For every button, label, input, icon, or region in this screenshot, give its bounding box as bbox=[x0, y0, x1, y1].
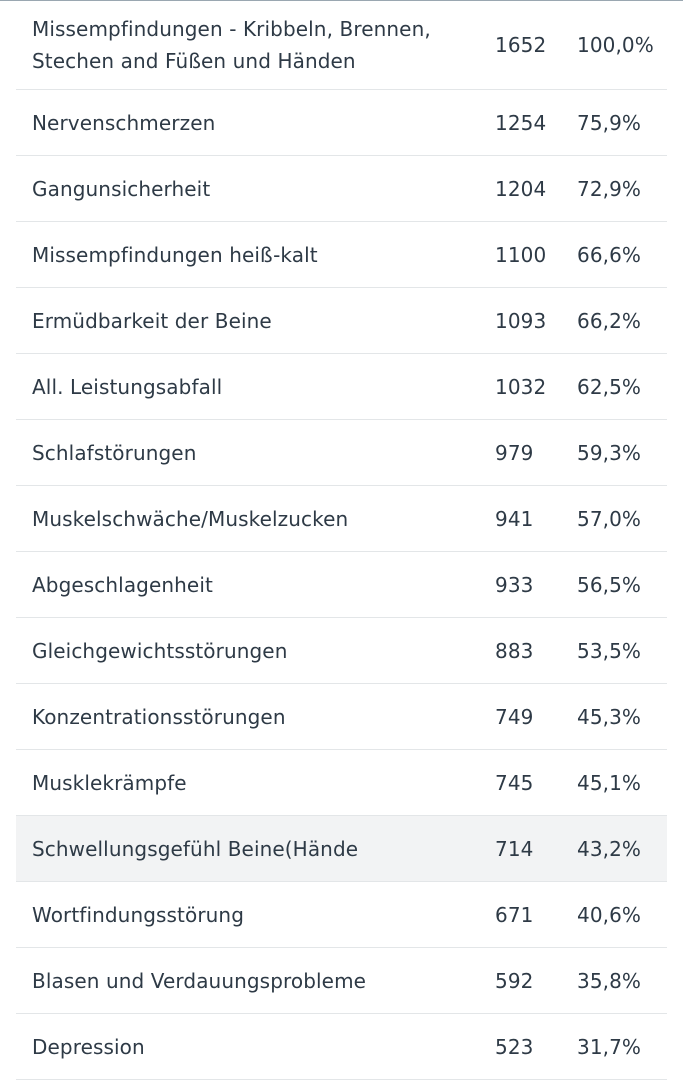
symptom-count: 941 bbox=[495, 506, 534, 531]
symptom-percent: 45,1% bbox=[577, 770, 642, 795]
table-row-highlighted: Schwellungsgefühl Beine(Hände 714 43,2% bbox=[16, 816, 667, 882]
symptom-name: Missempfindungen - Kribbeln, Brennen, St… bbox=[32, 17, 431, 73]
symptom-count: 883 bbox=[495, 638, 534, 663]
symptom-percent: 35,8% bbox=[577, 968, 642, 993]
symptom-percent: 31,7% bbox=[577, 1034, 642, 1059]
symptom-name: Wortfindungsstörung bbox=[32, 902, 245, 927]
symptom-name: Missempfindungen heiß-kalt bbox=[32, 242, 318, 267]
table-row: Wortfindungsstörung 671 40,6% bbox=[16, 882, 667, 948]
table-row: Ermüdbarkeit der Beine 1093 66,2% bbox=[16, 288, 667, 354]
table-row: Depression 523 31,7% bbox=[16, 1014, 667, 1080]
symptom-table: Missempfindungen - Kribbeln, Brennen, St… bbox=[16, 1, 667, 1080]
symptom-percent: 53,5% bbox=[577, 638, 642, 663]
symptom-count: 1032 bbox=[495, 374, 547, 399]
symptom-name: Gangunsicherheit bbox=[32, 176, 211, 201]
symptom-name: Konzentrationsstörungen bbox=[32, 704, 286, 729]
table-row: Missempfindungen heiß-kalt 1100 66,6% bbox=[16, 222, 667, 288]
symptom-percent: 59,3% bbox=[577, 440, 642, 465]
symptom-percent: 57,0% bbox=[577, 506, 642, 531]
symptom-count: 714 bbox=[495, 836, 534, 861]
symptom-percent: 72,9% bbox=[577, 176, 642, 201]
symptom-percent: 66,2% bbox=[577, 308, 642, 333]
symptom-name: Nervenschmerzen bbox=[32, 110, 216, 135]
symptom-name: All. Leistungsabfall bbox=[32, 374, 223, 399]
symptom-name: Abgeschlagenheit bbox=[32, 572, 213, 597]
table-row: All. Leistungsabfall 1032 62,5% bbox=[16, 354, 667, 420]
symptom-name: Muskelschwäche/Muskelzucken bbox=[32, 506, 349, 531]
symptom-name: Ermüdbarkeit der Beine bbox=[32, 308, 272, 333]
symptom-name: Gleichgewichtsstörungen bbox=[32, 638, 288, 663]
symptom-name: Schlafstörungen bbox=[32, 440, 197, 465]
symptom-name: Schwellungsgefühl Beine(Hände bbox=[32, 836, 359, 861]
symptom-percent: 100,0% bbox=[577, 33, 654, 57]
symptom-percent: 66,6% bbox=[577, 242, 642, 267]
symptom-name: Musklekrämpfe bbox=[32, 770, 187, 795]
table-row: Konzentrationsstörungen 749 45,3% bbox=[16, 684, 667, 750]
symptom-count: 933 bbox=[495, 572, 534, 597]
table-row: Blasen und Verdauungsprobleme 592 35,8% bbox=[16, 948, 667, 1014]
symptom-count: 745 bbox=[495, 770, 534, 795]
symptom-percent: 43,2% bbox=[577, 836, 642, 861]
symptom-count: 1254 bbox=[495, 110, 547, 135]
symptom-percent: 56,5% bbox=[577, 572, 642, 597]
symptom-count: 523 bbox=[495, 1034, 534, 1059]
symptom-count: 1204 bbox=[495, 176, 547, 201]
symptom-count: 1093 bbox=[495, 308, 547, 333]
table-row: Musklekrämpfe 745 45,1% bbox=[16, 750, 667, 816]
symptom-count: 592 bbox=[495, 968, 534, 993]
symptom-count: 979 bbox=[495, 440, 534, 465]
symptom-name: Depression bbox=[32, 1034, 145, 1059]
symptom-count: 1652 bbox=[495, 33, 547, 57]
symptom-count: 1100 bbox=[495, 242, 547, 267]
table-row: Missempfindungen - Kribbeln, Brennen, St… bbox=[16, 1, 667, 90]
symptom-name: Blasen und Verdauungsprobleme bbox=[32, 968, 367, 993]
symptom-count: 671 bbox=[495, 902, 534, 927]
table-row: Gleichgewichtsstörungen 883 53,5% bbox=[16, 618, 667, 684]
symptom-percent: 40,6% bbox=[577, 902, 642, 927]
symptom-count: 749 bbox=[495, 704, 534, 729]
table-row: Gangunsicherheit 1204 72,9% bbox=[16, 156, 667, 222]
symptom-percent: 75,9% bbox=[577, 110, 642, 135]
symptom-percent: 45,3% bbox=[577, 704, 642, 729]
table-row: Muskelschwäche/Muskelzucken 941 57,0% bbox=[16, 486, 667, 552]
symptom-percent: 62,5% bbox=[577, 374, 642, 399]
table-row: Nervenschmerzen 1254 75,9% bbox=[16, 90, 667, 156]
table-row: Schlafstörungen 979 59,3% bbox=[16, 420, 667, 486]
table-row: Abgeschlagenheit 933 56,5% bbox=[16, 552, 667, 618]
top-border bbox=[0, 0, 683, 1]
